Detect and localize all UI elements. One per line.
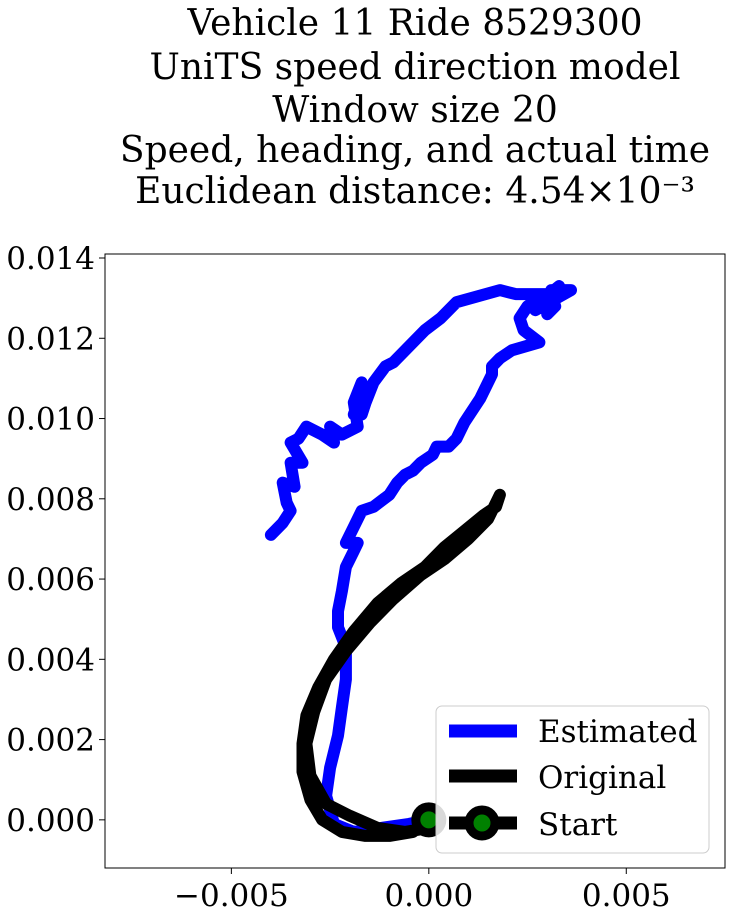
y-tick-label: 0.012 xyxy=(6,321,95,357)
legend-label-estimated: Estimated xyxy=(538,714,697,750)
chart-title-line-3: Window size 20 xyxy=(272,90,558,131)
chart-title-line-4: Speed, heading, and actual time xyxy=(120,130,710,171)
series-layer xyxy=(264,280,577,842)
y-tick-label: 0.000 xyxy=(6,803,95,839)
legend: Estimated Original Start xyxy=(435,705,710,854)
legend-frame xyxy=(435,705,710,854)
y-tick-label: 0.004 xyxy=(6,642,95,678)
series-line-original xyxy=(296,488,506,842)
x-tick-label: 0.005 xyxy=(582,878,671,914)
y-tick-label: 0.008 xyxy=(6,482,95,518)
chart-title-line-2: UniTS speed direction model xyxy=(150,47,681,88)
plot-area-frame xyxy=(104,253,726,869)
legend-swatch-start-marker xyxy=(464,805,500,841)
x-tick-label: −0.005 xyxy=(174,878,289,914)
y-tick-label: 0.006 xyxy=(6,562,95,598)
chart-title-line-1: Vehicle 11 Ride 8529300 xyxy=(186,3,642,44)
y-tick-label: 0.002 xyxy=(6,723,95,759)
y-axis: 0.000 0.002 0.004 0.006 0.008 0.010 0.012 0.014 xyxy=(6,241,105,839)
x-tick-label: 0.000 xyxy=(384,878,473,914)
series-line-estimated xyxy=(264,280,577,838)
y-tick-label: 0.010 xyxy=(6,402,95,438)
x-axis: −0.005 0.000 0.005 xyxy=(174,868,671,914)
chart-title-line-5: Euclidean distance: 4.54×10⁻³ xyxy=(135,171,695,212)
y-tick-label: 0.014 xyxy=(6,241,95,277)
legend-label-start: Start xyxy=(538,807,618,843)
legend-label-original: Original xyxy=(538,760,666,796)
